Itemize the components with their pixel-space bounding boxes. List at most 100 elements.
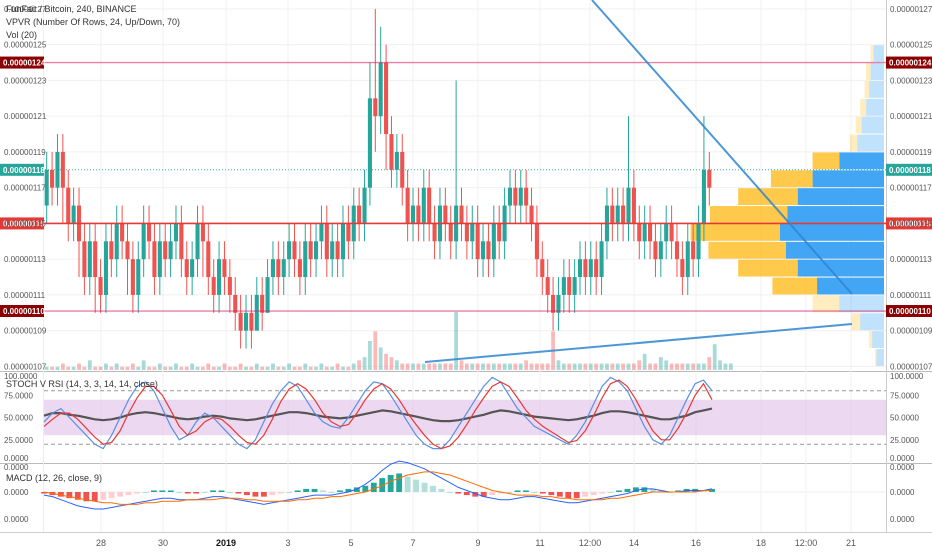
candle-body [664,223,669,242]
volume-bar [125,366,130,370]
volume-profile-down-bar [849,134,858,152]
volume-profile-down-bar [709,206,788,223]
stoch-tick-label-right: 25.0000 [890,436,919,445]
volume-profile-down-bar [860,98,867,116]
candle-body [60,151,65,188]
candle-body [669,223,674,242]
volume-bar [572,363,577,370]
volume-profile-up-bar [797,188,884,206]
volume-profile-up-bar [870,63,884,80]
candle-body [82,241,87,278]
candle-body [179,223,184,260]
candle-body [184,259,189,278]
macd-tick-label-left: 0.0000 [4,515,29,524]
candle-body [281,259,286,278]
candle-body [459,205,464,224]
volume-bar [605,363,609,370]
volume-profile-up-bar [861,116,884,134]
candle-body [314,241,319,260]
price-tick-label-right: 0.00000109 [890,327,932,336]
candle-body [211,277,216,295]
price-marker-right: 0.00000110 [889,307,931,316]
volume-profile-up-bar [866,98,884,116]
symbol-legend: FunFair / Bitcoin, 240, BINANCE [6,4,137,14]
candle-body [486,241,491,260]
volume-bar [303,363,308,370]
volume-bar [475,363,480,370]
price-marker-left-bg [0,56,44,69]
volume-profile-down-bar [812,152,840,170]
macd-histogram-bar [142,492,149,493]
volume-bar [50,366,54,370]
volume-bar [131,363,135,370]
candle-body [276,259,281,278]
volume-bar [685,363,690,370]
stoch-d-line [43,379,713,450]
candle-body [190,259,195,278]
candle-body [265,277,270,313]
price-tick-label-right: 0.00000121 [890,112,932,121]
price-marker-left: 0.00000115 [3,219,45,228]
candle-body [227,277,232,295]
candle-body [410,205,416,224]
trend-line-up [424,323,853,363]
candle-body [615,205,620,224]
macd-histogram-bar [387,475,394,492]
macd-histogram-bar [430,485,436,492]
stoch-tick-label-right: 75.0000 [890,391,919,400]
candle-body [157,241,162,278]
volume-bar [583,363,588,370]
candle-body [545,277,550,295]
macd-histogram-bar [421,482,428,492]
macd-histogram-bar [176,492,183,493]
volume-bar [271,363,275,370]
volume-profile-down-bar [812,295,840,313]
volume-bar [368,341,372,370]
candle-body [114,223,119,260]
candle-body [335,241,340,260]
candle-body [200,223,205,242]
volume-bar [206,363,211,370]
candle-body [475,223,480,260]
candle-body [319,223,324,242]
volume-bar [324,366,329,370]
volume-bar [637,360,642,370]
candle-body [87,241,92,278]
price-tick-label-left: 0.00000107 [4,362,47,371]
macd-histogram-bar [303,488,310,492]
volume-bar [712,344,717,370]
candle-body [233,294,238,313]
volume-bar [465,363,469,370]
stoch-legend: STOCH V RSI (14, 3, 3, 14, 14, close) [6,379,158,389]
macd-histogram-bar [675,490,682,492]
macd-histogram-bar [413,479,419,492]
macd-histogram-bar [184,492,191,494]
candle-body [631,187,636,224]
time-tick-label: 7 [410,538,415,548]
macd-histogram-bar [565,492,572,499]
macd-histogram-bar [193,492,200,494]
macd-histogram-bar [227,492,233,493]
volume-bar [87,360,92,370]
volume-bar [416,363,421,370]
candle-body [416,205,421,224]
volume-bar [642,353,647,370]
macd-histogram-bar [556,492,563,497]
macd-signal-line [43,471,712,505]
candle-body [308,241,313,260]
volume-bar [217,366,221,370]
volume-bar [93,366,98,370]
candle-body [707,169,712,188]
volume-bar [438,363,442,370]
volume-bar [648,363,652,370]
macd-histogram-bar [438,488,445,492]
stoch-tick-label-left: 25.0000 [4,436,33,445]
macd-histogram-bar [531,492,538,493]
volume-bar [626,363,631,370]
macd-legend: MACD (12, 26, close, 9) [6,473,102,483]
candle-body [621,205,626,224]
stoch-tick-label-left: 100.0000 [4,372,38,381]
volume-profile-up-bar [872,331,884,349]
macd-histogram-bar [573,492,580,499]
macd-histogram-bar [700,490,707,492]
